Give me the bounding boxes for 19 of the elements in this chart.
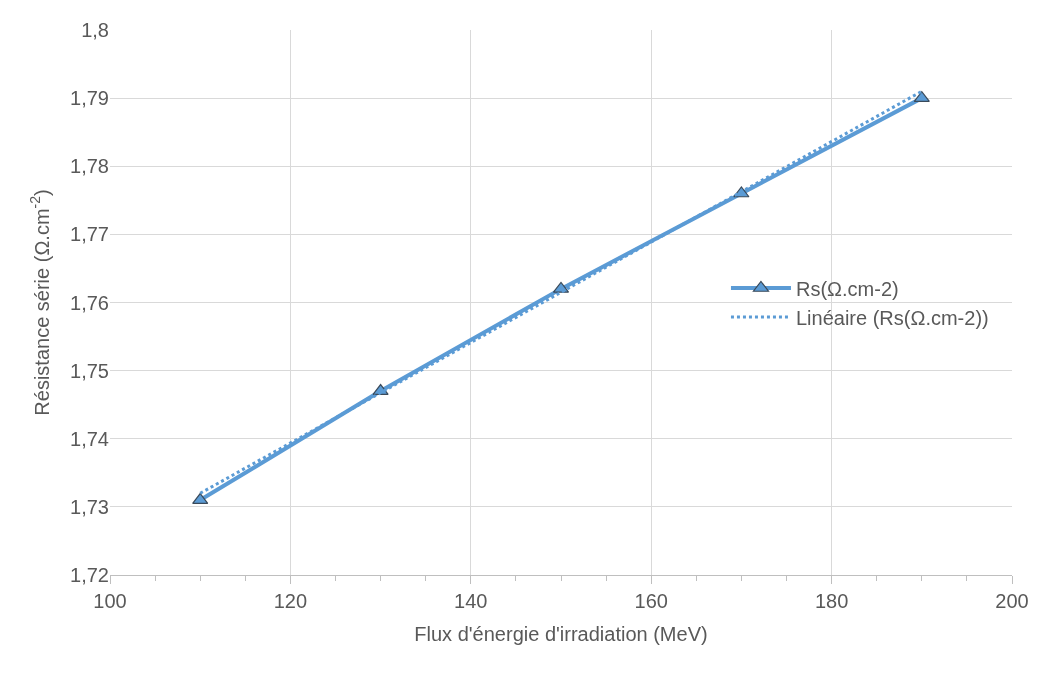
y-tick-label: 1,72 (70, 564, 109, 586)
x-axis-title: Flux d'énergie d'irradiation (MeV) (414, 622, 708, 645)
y-tick-label: 1,75 (70, 359, 109, 382)
point (192, 492, 209, 504)
legend-label: Linéaire (Rs(Ω.cm-2)) (795, 306, 989, 329)
x-tick-label: 100 (93, 590, 127, 612)
y-tick-label: 1,76 (70, 291, 109, 314)
y-tick-label: 1,78 (70, 155, 109, 178)
legend-label: Rs(Ω.cm-2) (795, 277, 899, 300)
y-tick-label: 1,79 (70, 87, 109, 110)
y-tick-label: 1,8 (81, 19, 109, 41)
x-tick-label: 120 (273, 590, 308, 612)
y-tick-label: 1,73 (70, 495, 109, 518)
x-tick-label: 200 (995, 590, 1029, 612)
x-tick-label: 140 (454, 590, 488, 612)
y-tick-label: 1,74 (70, 427, 109, 450)
x-tick-label: 180 (814, 590, 849, 612)
x-tick-label: 160 (634, 590, 668, 612)
y-tick-label: 1,77 (70, 223, 109, 246)
